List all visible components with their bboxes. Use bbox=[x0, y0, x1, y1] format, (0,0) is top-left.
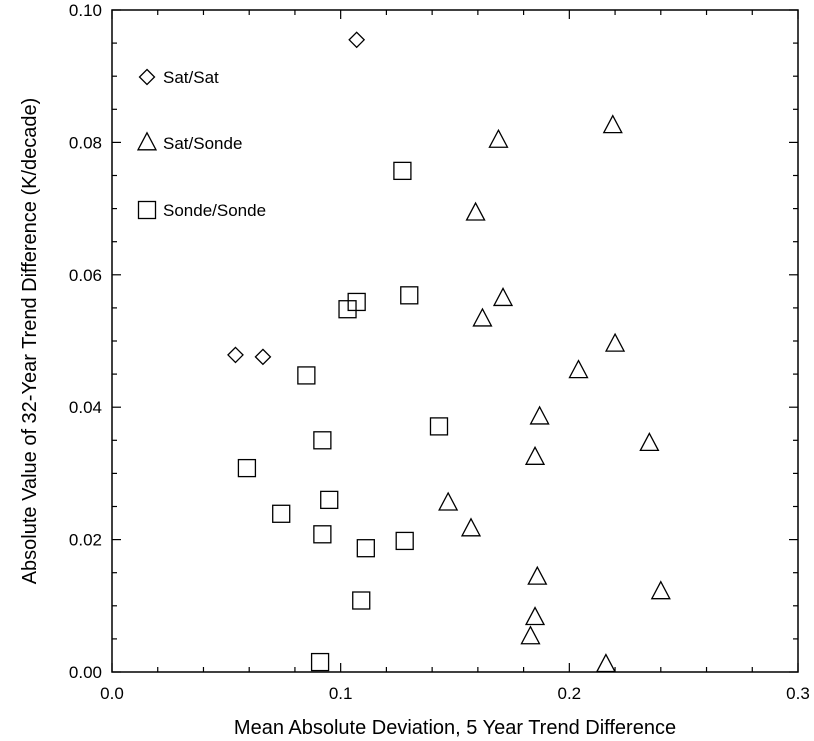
diamond-point bbox=[254, 348, 272, 366]
diamond-point bbox=[227, 346, 244, 364]
legend-item: Sat/Sat bbox=[138, 68, 219, 87]
triangle-point bbox=[602, 114, 623, 134]
triangle-point bbox=[492, 287, 514, 307]
triangle-point bbox=[460, 517, 482, 537]
series-sat-sonde bbox=[438, 114, 671, 673]
plot-frame bbox=[111, 9, 799, 673]
y-tick-label: 0.02 bbox=[69, 531, 102, 550]
legend-diamond-icon bbox=[138, 68, 156, 86]
square-point bbox=[272, 504, 291, 523]
triangle-point bbox=[650, 580, 671, 600]
triangle-point bbox=[524, 445, 546, 465]
diamond-point bbox=[348, 31, 366, 49]
series-sat-sat bbox=[227, 31, 366, 366]
square-point bbox=[313, 431, 332, 450]
series-sonde-sonde bbox=[237, 161, 449, 672]
triangle-point bbox=[472, 307, 493, 327]
legend-square-icon bbox=[137, 200, 157, 220]
x-tick-label: 0.3 bbox=[786, 684, 810, 703]
square-point bbox=[356, 539, 375, 558]
triangle-point bbox=[438, 491, 459, 511]
legend-triangle-icon bbox=[136, 131, 158, 151]
x-tick-label: 0.1 bbox=[329, 684, 353, 703]
triangle-point bbox=[527, 565, 548, 585]
x-tick-labels: 0.0 0.1 0.2 0.3 bbox=[100, 684, 810, 703]
triangle-point bbox=[595, 653, 616, 673]
y-axis-label: Absolute Value of 32-Year Trend Differen… bbox=[19, 98, 41, 585]
x-tick-label: 0.0 bbox=[100, 684, 124, 703]
legend-item: Sat/Sonde bbox=[136, 131, 242, 153]
y-tick-label: 0.08 bbox=[69, 133, 102, 152]
legend-label: Sonde/Sonde bbox=[163, 201, 266, 220]
square-point bbox=[429, 417, 449, 436]
square-point bbox=[395, 531, 414, 551]
x-tick-label: 0.2 bbox=[558, 684, 582, 703]
square-point bbox=[338, 300, 357, 319]
x-axis-label: Mean Absolute Deviation, 5 Year Trend Di… bbox=[234, 717, 676, 739]
y-tick-label: 0.04 bbox=[69, 398, 102, 417]
square-point bbox=[313, 525, 332, 544]
triangle-point bbox=[488, 128, 509, 148]
y-tick-label: 0.06 bbox=[69, 266, 102, 285]
legend-label: Sat/Sat bbox=[163, 68, 219, 87]
legend: Sat/Sat Sat/Sonde Sonde/Sonde bbox=[136, 68, 266, 220]
legend-item: Sonde/Sonde bbox=[137, 200, 266, 220]
legend-label: Sat/Sonde bbox=[163, 134, 242, 153]
square-point bbox=[393, 161, 412, 181]
triangle-point bbox=[520, 625, 541, 645]
square-point bbox=[297, 366, 316, 385]
triangle-point bbox=[639, 432, 660, 452]
square-point bbox=[237, 458, 257, 478]
triangle-point bbox=[604, 332, 626, 352]
triangle-point bbox=[524, 606, 546, 626]
triangle-point bbox=[568, 359, 589, 379]
axis-ticks bbox=[111, 9, 799, 673]
square-point bbox=[400, 286, 419, 305]
triangle-point bbox=[465, 201, 486, 221]
square-point bbox=[310, 652, 330, 672]
square-point bbox=[352, 591, 371, 610]
triangle-point bbox=[529, 405, 550, 425]
data-points bbox=[227, 31, 671, 673]
y-tick-labels: 0.00 0.02 0.04 0.06 0.08 0.10 bbox=[69, 1, 102, 682]
square-point bbox=[320, 490, 339, 510]
y-tick-label: 0.00 bbox=[69, 663, 102, 682]
y-tick-label: 0.10 bbox=[69, 1, 102, 20]
